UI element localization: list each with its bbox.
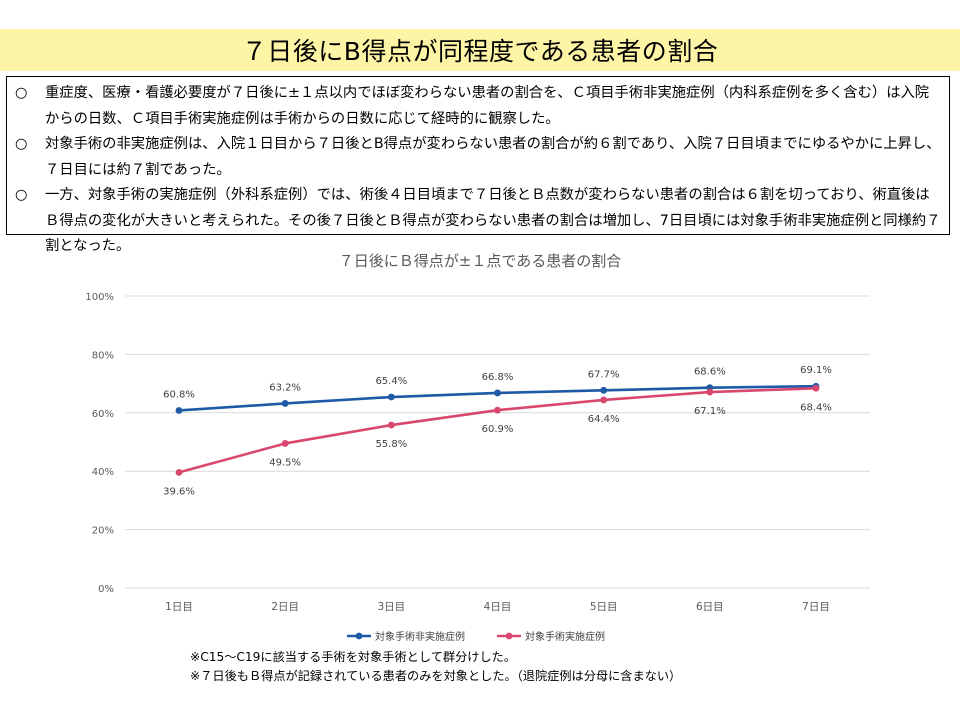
data-point xyxy=(387,393,395,401)
data-point xyxy=(387,421,395,429)
x-tick-label: 2日目 xyxy=(271,601,299,613)
legend-label: 対象手術実施症例 xyxy=(525,630,605,643)
summary-box: ○ 重症度、医療・看護必要度が７日後に±１点以内でほぼ変わらない患者の割合を、Ｃ… xyxy=(6,76,950,254)
data-label: 49.5% xyxy=(269,457,301,468)
legend-marker xyxy=(355,632,363,640)
data-label: 63.2% xyxy=(269,382,301,393)
x-tick-label: 4日目 xyxy=(484,601,512,613)
data-label: 55.8% xyxy=(375,439,407,450)
data-label: 65.4% xyxy=(375,376,407,387)
x-tick-label: 6日目 xyxy=(696,601,724,613)
x-tick-label: 5日目 xyxy=(590,601,618,613)
page-title: ７日後にB得点が同程度である患者の割合 xyxy=(241,37,719,66)
data-label: 60.8% xyxy=(163,389,195,400)
data-label: 69.1% xyxy=(800,365,832,376)
bullet-icon: ○ xyxy=(15,85,28,101)
data-label: 39.6% xyxy=(163,486,195,497)
legend-marker xyxy=(505,632,513,640)
y-tick-label: 40% xyxy=(92,467,114,478)
data-label: 68.6% xyxy=(694,367,726,378)
bullet-icon: ○ xyxy=(15,136,28,152)
data-label: 64.4% xyxy=(588,414,620,425)
data-point xyxy=(281,440,289,447)
data-label: 67.1% xyxy=(694,406,726,417)
y-tick-label: 80% xyxy=(92,350,114,361)
line-chart: ７日後にＢ得点が±１点である患者の割合 0% 20% 40% 60% 80% 100% 1日目… xyxy=(85,252,870,643)
summary-text: 一方、対象手術の実施症例（外科系症例）では、術後４日目頃まで７日後とＢ点数が変わ… xyxy=(45,187,941,254)
data-label: 67.7% xyxy=(588,369,620,380)
x-tick-label: 1日目 xyxy=(165,601,193,613)
data-label: 66.8% xyxy=(482,372,514,383)
title-band: ７日後にB得点が同程度である患者の割合 xyxy=(0,29,960,71)
data-label: 60.9% xyxy=(482,424,514,435)
data-label: 68.4% xyxy=(800,402,832,413)
summary-text: 対象手術の非実施症例は、入院１日目から７日後とB得点が変わらない患者の割合が約６… xyxy=(45,136,941,178)
data-point xyxy=(281,400,289,407)
x-tick-label: 3日目 xyxy=(377,601,405,613)
legend-label: 対象手術非実施症例 xyxy=(375,630,465,643)
bullet-icon: ○ xyxy=(15,187,28,203)
y-tick-label: 0% xyxy=(98,584,114,595)
y-tick-label: 60% xyxy=(92,409,114,420)
data-point xyxy=(706,388,714,396)
summary-item: ○ 重症度、医療・看護必要度が７日後に±１点以内でほぼ変わらない患者の割合を、Ｃ… xyxy=(15,81,941,132)
data-point xyxy=(494,406,501,414)
footnotes: ※C15～C19に該当する手術を対象手術として群分けした。 ※７日後もＢ得点が記… xyxy=(190,648,681,686)
data-point xyxy=(600,396,608,404)
x-tick-label: 7日目 xyxy=(802,601,830,613)
footnote: ※C15～C19に該当する手術を対象手術として群分けした。 xyxy=(190,650,517,664)
summary-item: ○ 対象手術の非実施症例は、入院１日目から７日後とB得点が変わらない患者の割合が… xyxy=(15,132,941,183)
data-point xyxy=(812,384,820,392)
data-point xyxy=(494,389,501,397)
summary-item: ○ 一方、対象手術の実施症例（外科系症例）では、術後４日目頃まで７日後とＢ点数が… xyxy=(15,183,941,260)
y-tick-label: 100% xyxy=(85,292,114,303)
chart-title: ７日後にＢ得点が±１点である患者の割合 xyxy=(339,252,621,270)
data-point xyxy=(175,407,183,414)
data-point xyxy=(175,468,183,476)
footnote: ※７日後もＢ得点が記録されている患者のみを対象とした。（退院症例は分母に含まない… xyxy=(190,669,682,683)
summary-text: 重症度、医療・看護必要度が７日後に±１点以内でほぼ変わらない患者の割合を、Ｃ項目… xyxy=(45,85,930,127)
y-tick-label: 20% xyxy=(92,526,114,537)
data-point xyxy=(600,386,608,394)
